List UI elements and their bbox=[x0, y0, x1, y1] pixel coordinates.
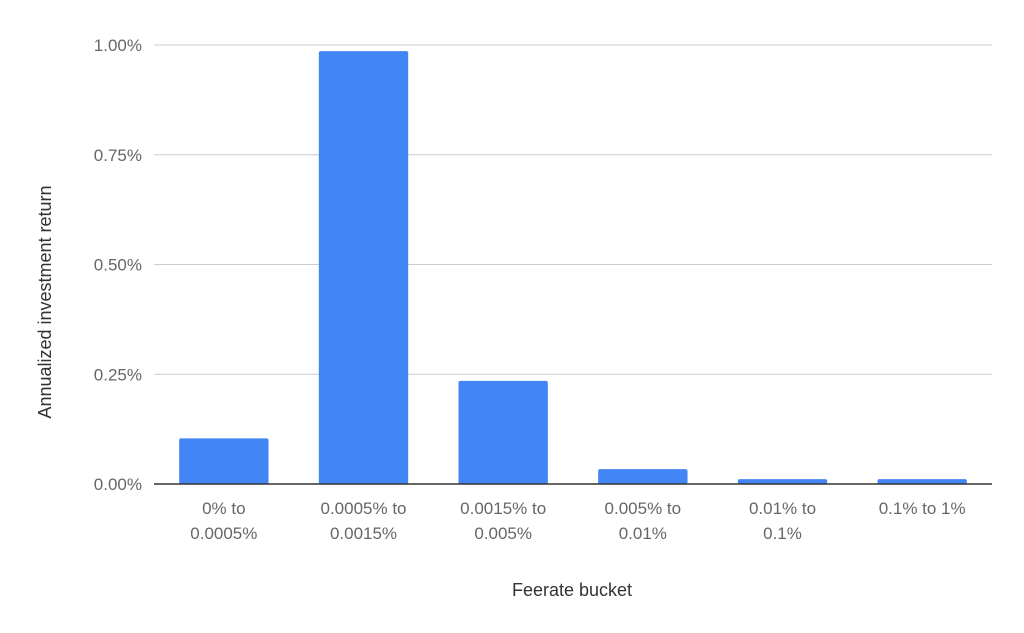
y-tick-labels: 0.00% 0.25% 0.50% 0.75% 1.00% bbox=[94, 36, 142, 494]
y-axis-title: Annualized investment return bbox=[35, 185, 55, 418]
y-tick-label: 0.75% bbox=[94, 146, 142, 165]
y-tick-label: 1.00% bbox=[94, 36, 142, 55]
bar bbox=[458, 380, 548, 484]
y-tick-label: 0.50% bbox=[94, 256, 142, 275]
bar bbox=[877, 479, 967, 484]
x-tick-label: 0.1% to 1% bbox=[879, 499, 966, 518]
bar bbox=[318, 51, 409, 485]
gridlines bbox=[154, 44, 992, 375]
bar bbox=[737, 479, 828, 484]
x-tick-labels: 0% to 0.0005% 0.0005% to 0.0015% 0.0015% to 0… bbox=[190, 499, 965, 543]
y-tick-label: 0.25% bbox=[94, 365, 142, 384]
x-tick-label: 0.005% to 0.01% bbox=[605, 499, 682, 543]
x-tick-label: 0.0015% to 0.005% bbox=[460, 499, 546, 543]
x-tick-label: 0% to 0.0005% bbox=[190, 499, 257, 543]
bars bbox=[179, 51, 967, 485]
bar bbox=[179, 438, 269, 484]
x-tick-label: 0.01% to 0.1% bbox=[749, 499, 816, 543]
y-tick-label: 0.00% bbox=[94, 475, 142, 494]
bar bbox=[598, 469, 688, 484]
x-axis-title: Feerate bucket bbox=[512, 580, 632, 600]
x-tick-label: 0.0005% to 0.0015% bbox=[320, 499, 406, 543]
